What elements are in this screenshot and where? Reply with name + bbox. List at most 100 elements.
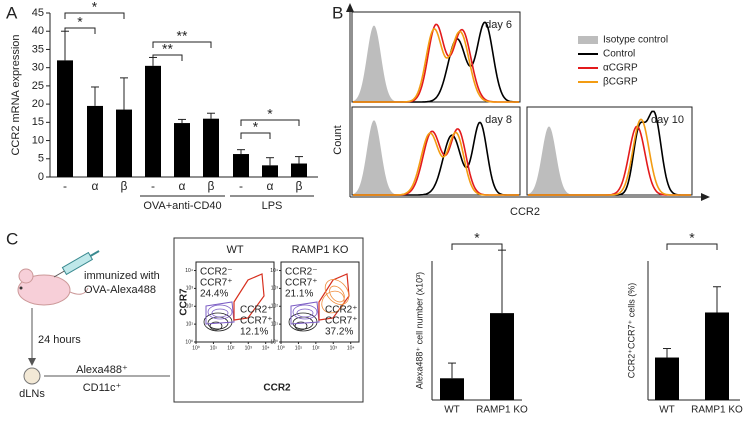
significance-label: * — [689, 230, 695, 246]
x-tick-label: α — [92, 179, 99, 193]
syringe-plunger — [89, 250, 100, 257]
significance-bracket — [240, 132, 271, 139]
plot-title: RAMP1 KO — [292, 244, 349, 256]
y-axis-label: CCR7 — [179, 288, 190, 316]
y-tick-label: 10¹ — [186, 321, 194, 327]
histogram-curve — [528, 118, 691, 196]
density-contour — [211, 308, 229, 318]
significance-label: * — [253, 119, 259, 135]
significance-label: * — [267, 106, 273, 122]
gate-label: 12.1% — [240, 327, 268, 338]
axis-arrow — [701, 193, 710, 201]
y-tick-label: 35 — [32, 43, 44, 55]
diagram-label: dLNs — [19, 388, 45, 400]
x-tick-label: β — [121, 179, 128, 193]
isotype-histogram — [353, 120, 519, 195]
gate-label: 21.1% — [285, 289, 313, 300]
y-tick-label: 10⁴ — [270, 268, 278, 274]
significance-bracket — [451, 243, 503, 250]
bar — [262, 165, 278, 177]
x-tick-label: 10¹ — [210, 345, 218, 351]
gate-label: CCR7⁺ — [200, 278, 233, 289]
bar — [291, 163, 307, 177]
histogram-curve — [353, 28, 519, 103]
significance-bracket — [666, 243, 718, 250]
significance-label: ** — [177, 28, 188, 44]
bar — [490, 313, 514, 400]
x-tick-label: RAMP1 KO — [476, 405, 528, 416]
y-tick-label: 10⁰ — [185, 339, 193, 345]
y-tick-label: 25 — [32, 80, 44, 92]
flow-frame — [173, 237, 364, 403]
density-contour — [324, 279, 350, 305]
gate-label: CCR2⁺ — [325, 305, 358, 316]
significance-bracket — [240, 119, 300, 126]
x-tick-label: - — [239, 179, 243, 193]
lymph-node — [23, 367, 41, 385]
significance-label: * — [92, 0, 98, 15]
diagram-label: Alexa488⁺ — [76, 364, 128, 376]
gate-label: CCR7⁺ — [285, 278, 318, 289]
group-label: LPS — [262, 200, 283, 212]
legend-label: Isotype control — [603, 35, 668, 46]
y-tick-label: 10³ — [271, 286, 279, 292]
x-tick-label: 10² — [312, 345, 320, 351]
x-tick-label: 10⁰ — [277, 345, 285, 351]
x-tick-label: - — [151, 179, 155, 193]
diagram-label: 24 hours — [38, 334, 81, 346]
significance-bracket — [64, 27, 96, 34]
x-tick-label: 10³ — [330, 345, 338, 351]
bar — [233, 154, 249, 177]
gate-label: CCR7⁺ — [240, 316, 273, 327]
x-axis-label: CCR2 — [263, 383, 291, 394]
group-label: OVA+anti-CD40 — [143, 200, 221, 212]
x-tick-label: RAMP1 KO — [691, 405, 743, 416]
density-contour — [207, 304, 233, 320]
arrow-head — [28, 358, 36, 366]
x-tick-label: 10⁴ — [347, 345, 355, 351]
x-tick-label: 10⁴ — [262, 345, 270, 351]
bar — [145, 65, 161, 177]
y-tick-label: 30 — [32, 62, 44, 74]
y-tick-label: 10⁰ — [270, 339, 278, 345]
y-tick-label: 10² — [186, 304, 194, 310]
diagram-label: immunized with — [84, 270, 160, 282]
axis-arrow — [346, 3, 354, 12]
significance-label: ** — [162, 41, 173, 57]
x-tick-label: 10¹ — [295, 345, 303, 351]
y-tick-label: 5 — [38, 153, 44, 165]
gate-label: CCR2⁺ — [240, 305, 273, 316]
density-contour — [294, 321, 308, 331]
x-tick-label: 10² — [227, 345, 235, 351]
gate-label: CCR2⁻ — [200, 267, 233, 278]
significance-bracket — [152, 54, 183, 61]
y-tick-label: 10² — [271, 304, 279, 310]
bar — [57, 60, 73, 177]
legend-swatch — [578, 36, 598, 44]
panel-label: day 10 — [651, 114, 684, 126]
isotype-histogram — [528, 126, 691, 195]
x-tick-label: 10³ — [245, 345, 253, 351]
x-tick-label: - — [63, 179, 67, 193]
gate-label: 37.2% — [325, 327, 353, 338]
y-axis-label: Count — [332, 125, 344, 154]
histogram-curve — [353, 131, 519, 196]
bar — [655, 357, 679, 400]
significance-bracket — [152, 41, 212, 48]
y-tick-label: 45 — [32, 7, 44, 19]
mouse-illustration — [17, 237, 364, 403]
density-contour — [296, 308, 314, 318]
y-tick-label: 10³ — [186, 286, 194, 292]
y-tick-label: 10¹ — [271, 321, 279, 327]
significance-bracket — [64, 12, 125, 19]
density-contour — [329, 285, 345, 303]
x-tick-label: α — [267, 179, 274, 193]
panel-label: day 8 — [485, 114, 512, 126]
bar — [174, 123, 190, 177]
legend-label: Control — [603, 49, 635, 60]
gate — [290, 301, 320, 325]
x-tick-label: 10⁰ — [192, 345, 200, 351]
mouse-tail — [69, 287, 89, 295]
